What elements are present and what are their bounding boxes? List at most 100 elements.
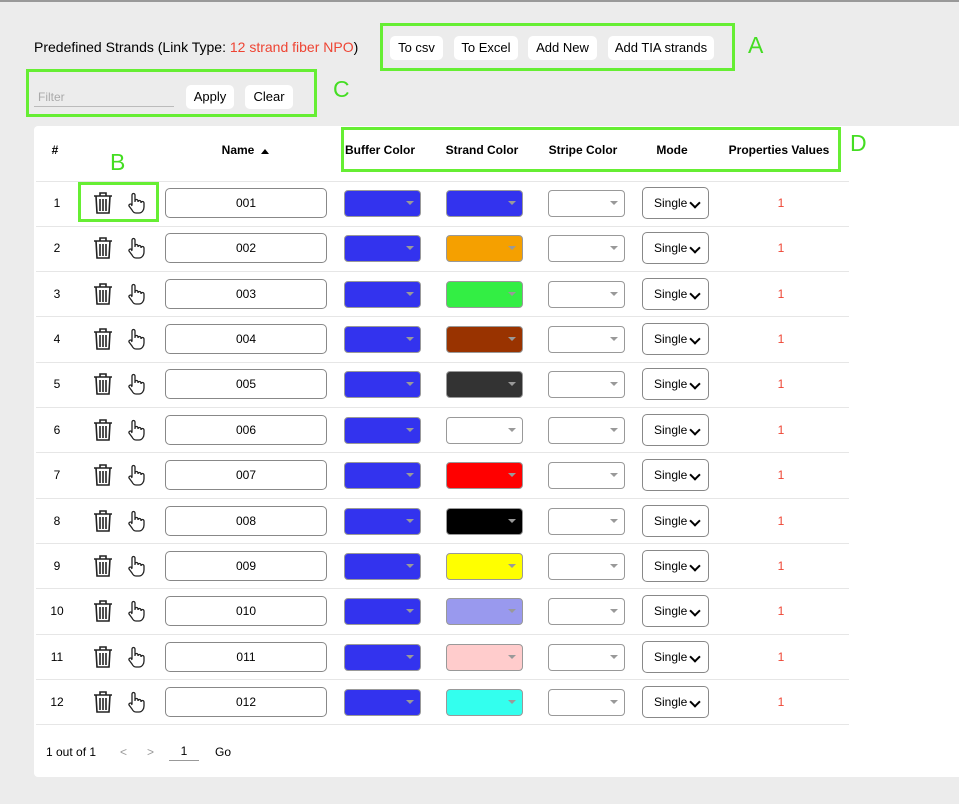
name-input[interactable]: 004 xyxy=(165,324,327,355)
stripe-color-select[interactable] xyxy=(548,507,625,535)
name-input[interactable]: 009 xyxy=(165,550,327,581)
row-number: 8 xyxy=(53,513,61,528)
stripe-color-select[interactable] xyxy=(548,688,625,716)
delete-icon[interactable] xyxy=(93,282,113,310)
title-suffix: ) xyxy=(353,39,359,55)
buffer-color-select[interactable] xyxy=(344,280,421,308)
delete-icon[interactable] xyxy=(93,373,113,400)
delete-icon[interactable] xyxy=(93,418,113,446)
stripe-color-select[interactable] xyxy=(548,598,625,626)
buffer-color-select[interactable] xyxy=(344,598,421,626)
strand-color-select[interactable] xyxy=(446,462,523,490)
name-input[interactable]: 006 xyxy=(165,414,327,445)
name-input[interactable]: 001 xyxy=(165,188,327,218)
filter-input[interactable]: Filter xyxy=(34,87,174,107)
strand-color-select[interactable] xyxy=(446,280,523,308)
stripe-color-select[interactable] xyxy=(548,326,625,354)
name-input[interactable]: 007 xyxy=(165,460,327,491)
delete-icon[interactable] xyxy=(93,509,113,537)
toolbar-button[interactable]: Add New xyxy=(528,36,597,60)
select-icon[interactable] xyxy=(126,464,146,491)
mode-select[interactable]: Single xyxy=(642,187,709,219)
name-input[interactable]: 002 xyxy=(165,233,327,264)
stripe-color-select[interactable] xyxy=(548,371,625,399)
stripe-color-select[interactable] xyxy=(548,643,625,671)
toolbar-button[interactable]: To Excel xyxy=(454,36,518,60)
buffer-color-select[interactable] xyxy=(344,552,421,580)
name-input[interactable]: 010 xyxy=(165,596,327,627)
stripe-color-select[interactable] xyxy=(548,235,625,263)
select-icon[interactable] xyxy=(126,237,146,264)
mode-select[interactable]: Single xyxy=(642,595,709,628)
buffer-color-select[interactable] xyxy=(344,643,421,671)
next-button[interactable]: > xyxy=(147,745,155,759)
select-icon[interactable] xyxy=(126,555,146,582)
mode-select[interactable]: Single xyxy=(642,685,709,718)
go-button[interactable]: Go xyxy=(215,745,232,759)
stripe-color-select[interactable] xyxy=(548,190,625,217)
delete-icon[interactable] xyxy=(93,555,113,582)
buffer-color-select[interactable] xyxy=(344,507,421,535)
buffer-color-select[interactable] xyxy=(344,326,421,354)
stripe-color-select[interactable] xyxy=(548,552,625,580)
mode-select[interactable]: Single xyxy=(642,368,709,401)
mode-select[interactable]: Single xyxy=(642,504,709,537)
select-icon[interactable] xyxy=(126,373,146,400)
name-input[interactable]: 012 xyxy=(165,686,327,717)
stripe-color-select[interactable] xyxy=(548,462,625,490)
stripe-color-select[interactable] xyxy=(548,280,625,308)
select-icon[interactable] xyxy=(126,283,146,310)
prev-button[interactable]: < xyxy=(120,745,128,759)
name-input[interactable]: 011 xyxy=(165,641,327,672)
mode-select[interactable]: Single xyxy=(642,640,709,673)
name-input[interactable]: 008 xyxy=(165,505,327,536)
strand-color-select[interactable] xyxy=(446,643,523,671)
name-input[interactable]: 005 xyxy=(165,369,327,400)
delete-icon[interactable] xyxy=(93,328,113,355)
select-icon[interactable] xyxy=(126,510,146,537)
mode-select[interactable]: Single xyxy=(642,413,709,446)
stripe-color-select[interactable] xyxy=(548,416,625,444)
select-icon[interactable] xyxy=(126,419,146,446)
strand-color-select[interactable] xyxy=(446,598,523,626)
mode-select[interactable]: Single xyxy=(642,323,709,356)
select-icon[interactable] xyxy=(126,646,146,673)
strand-color-select[interactable] xyxy=(446,552,523,580)
select-icon[interactable] xyxy=(126,600,146,627)
strand-color-select[interactable] xyxy=(446,326,523,354)
mode-select[interactable]: Single xyxy=(642,459,709,492)
delete-icon[interactable] xyxy=(93,600,113,627)
delete-icon[interactable] xyxy=(93,691,113,718)
buffer-color-select[interactable] xyxy=(344,462,421,490)
apply-button[interactable]: Apply xyxy=(186,85,234,109)
delete-icon[interactable] xyxy=(93,237,113,264)
delete-icon[interactable] xyxy=(93,192,113,219)
name-input[interactable]: 003 xyxy=(165,278,327,309)
mode-select[interactable]: Single xyxy=(642,232,709,265)
delete-icon[interactable] xyxy=(93,464,113,491)
mode-select[interactable]: Single xyxy=(642,549,709,582)
clear-button[interactable]: Clear xyxy=(245,85,293,109)
row-number: 9 xyxy=(53,558,61,573)
strand-color-select[interactable] xyxy=(446,416,523,444)
toolbar-button[interactable]: To csv xyxy=(390,36,443,60)
mode-select[interactable]: Single xyxy=(642,277,709,310)
select-icon[interactable] xyxy=(126,328,146,355)
delete-icon[interactable] xyxy=(93,645,113,673)
select-icon[interactable] xyxy=(126,691,146,718)
buffer-color-select[interactable] xyxy=(344,416,421,444)
buffer-color-select[interactable] xyxy=(344,235,421,263)
page-input[interactable]: 1 xyxy=(169,744,199,761)
buffer-color-select[interactable] xyxy=(344,688,421,716)
strand-color-select[interactable] xyxy=(446,507,523,535)
buffer-color-select[interactable] xyxy=(344,190,421,217)
strand-color-select[interactable] xyxy=(446,190,523,217)
strand-color-select[interactable] xyxy=(446,235,523,263)
buffer-color-select[interactable] xyxy=(344,371,421,399)
select-icon[interactable] xyxy=(126,192,146,219)
strand-color-select[interactable] xyxy=(446,688,523,716)
strand-color-select[interactable] xyxy=(446,371,523,399)
column-header[interactable]: Name xyxy=(221,143,255,157)
chevron xyxy=(689,288,701,300)
toolbar-button[interactable]: Add TIA strands xyxy=(608,36,714,60)
